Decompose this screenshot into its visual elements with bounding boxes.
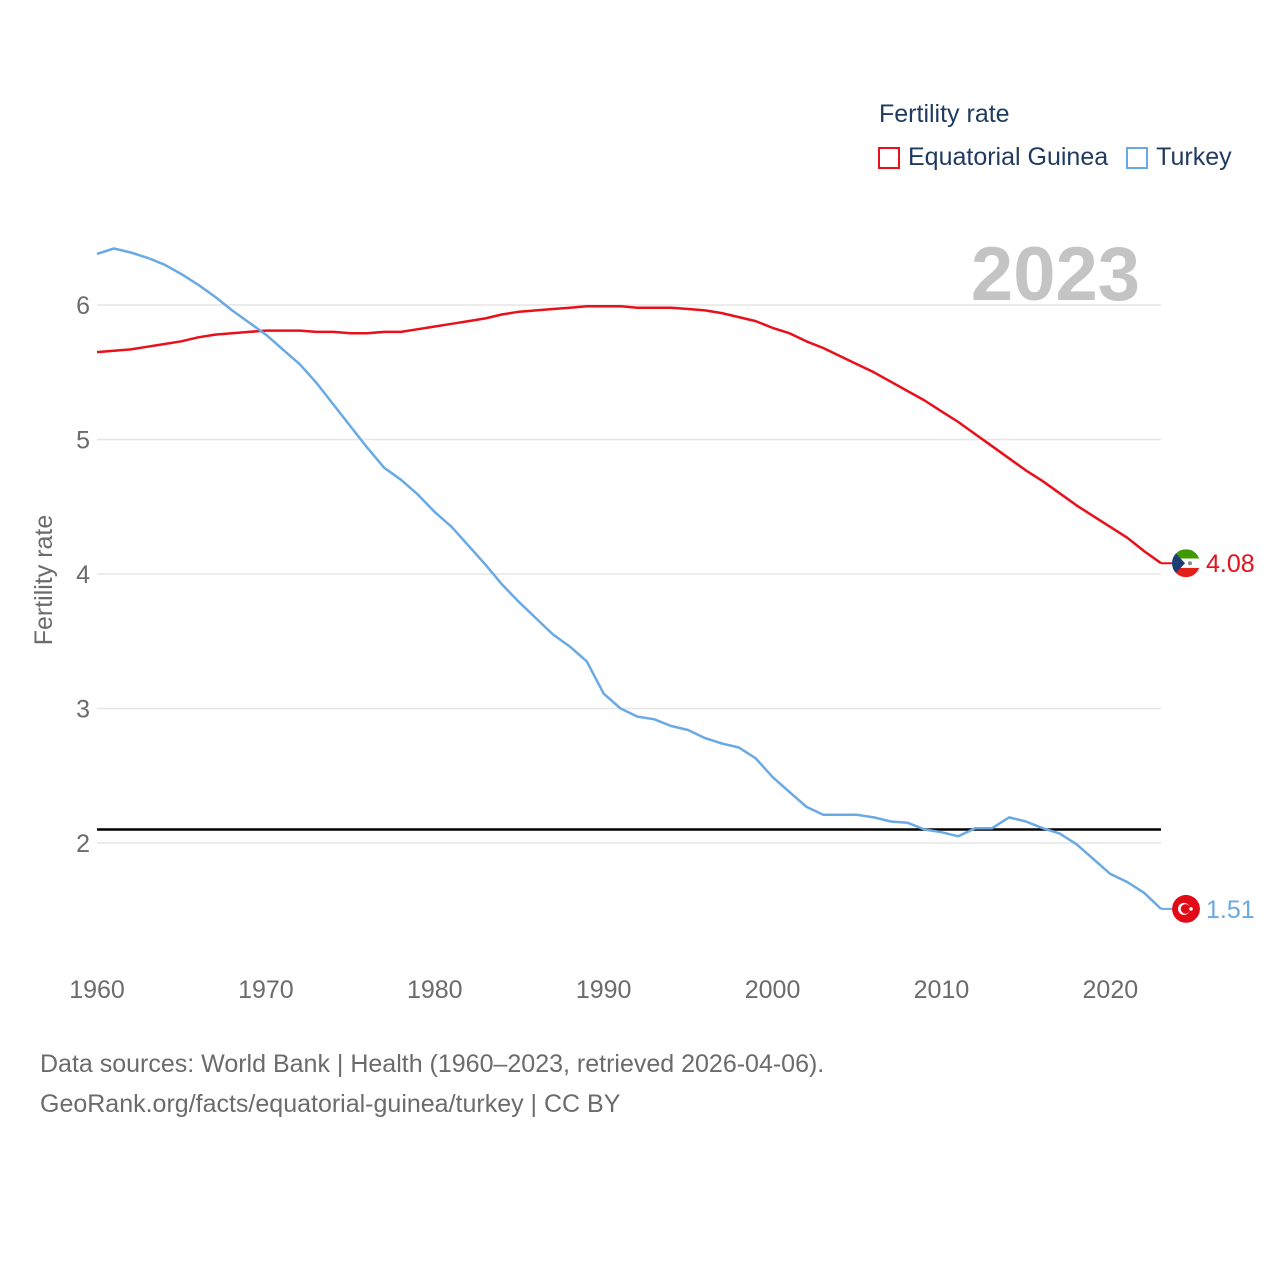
x-tick-label: 1980 [407,976,463,1004]
footer-sources: Data sources: World Bank | Health (1960–… [40,1050,825,1078]
footer-attribution[interactable]: GeoRank.org/facts/equatorial-guinea/turk… [40,1090,621,1118]
legend-swatch-equatorial-guinea [878,146,900,169]
series-line-equatorial-guinea[interactable] [96,305,1162,565]
x-tick-label: 1990 [576,976,632,1004]
legend: Equatorial Guinea Turkey [878,143,1250,172]
legend-item-equatorial-guinea[interactable]: Equatorial Guinea [878,143,1108,172]
x-tick-label: 2020 [1083,976,1139,1004]
footer: Data sources: World Bank | Health (1960–… [40,1044,824,1124]
gridlines [97,304,1161,844]
y-tick-label: 4 [76,561,90,589]
legend-label-equatorial-guinea: Equatorial Guinea [908,143,1109,171]
flag-equatorial-guinea-icon [1172,549,1200,578]
x-tick-label: 1960 [69,976,125,1004]
end-markers: 4.08 1.51 [1161,549,1255,924]
y-tick-label: 2 [76,830,90,858]
axis-tick-labels: 2 3 4 5 6 1960 1970 1980 1990 2000 2010 2020 [69,292,1138,1004]
legend-swatch-turkey [1126,146,1149,169]
legend-item-turkey[interactable]: Turkey [1126,143,1232,172]
x-tick-label: 1970 [238,976,294,1004]
y-axis-title: Fertility rate [30,515,58,646]
year-watermark: 2023 [971,232,1140,317]
series-lines [96,247,1162,910]
end-value-label-equatorial-guinea: 4.08 [1206,550,1255,578]
y-tick-label: 5 [76,427,90,455]
legend-label-turkey: Turkey [1156,143,1232,171]
flag-turkey-icon [1172,894,1200,923]
x-tick-label: 2000 [745,976,801,1004]
series-line-turkey[interactable] [96,247,1162,910]
legend-title: Fertility rate [879,100,1010,128]
y-tick-label: 3 [76,696,90,724]
y-tick-label: 6 [76,292,90,320]
x-tick-label: 2010 [914,976,970,1004]
end-value-label-turkey: 1.51 [1206,896,1255,924]
